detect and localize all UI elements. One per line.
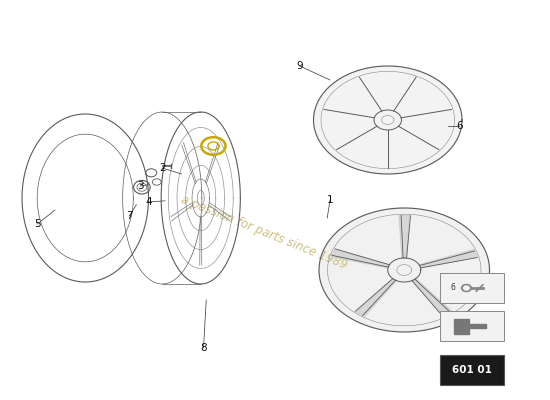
- Circle shape: [461, 284, 471, 292]
- Text: 7: 7: [126, 211, 133, 221]
- Polygon shape: [399, 216, 410, 258]
- Text: 6: 6: [456, 121, 463, 131]
- Polygon shape: [319, 208, 490, 332]
- Text: 3: 3: [137, 181, 144, 191]
- Polygon shape: [314, 66, 462, 174]
- Text: 6: 6: [450, 284, 455, 292]
- Text: 8: 8: [200, 343, 207, 353]
- Circle shape: [464, 286, 469, 290]
- Text: 2: 2: [159, 163, 166, 173]
- FancyBboxPatch shape: [440, 311, 504, 341]
- Text: 4: 4: [145, 197, 152, 207]
- Text: 5: 5: [34, 219, 41, 229]
- Polygon shape: [356, 279, 397, 316]
- Text: 601 01: 601 01: [452, 365, 492, 375]
- Text: a passion for parts since 1989: a passion for parts since 1989: [179, 192, 349, 272]
- Polygon shape: [419, 250, 477, 268]
- FancyBboxPatch shape: [440, 273, 504, 303]
- Polygon shape: [454, 319, 486, 334]
- Text: 1: 1: [327, 195, 333, 205]
- FancyBboxPatch shape: [440, 355, 504, 385]
- Text: 9: 9: [296, 61, 303, 71]
- Polygon shape: [412, 279, 453, 316]
- Polygon shape: [332, 250, 389, 268]
